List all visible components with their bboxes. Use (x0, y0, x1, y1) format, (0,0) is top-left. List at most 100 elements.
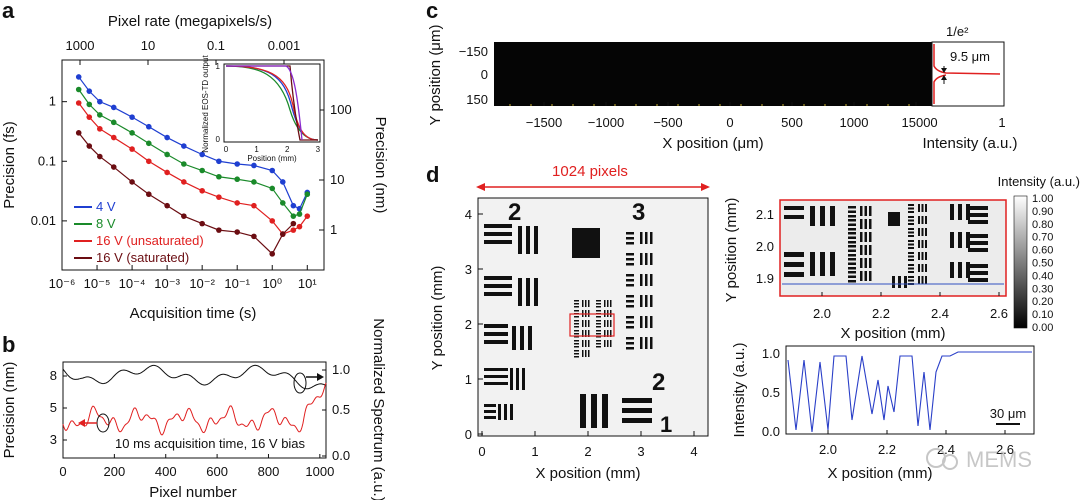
target-bar (968, 206, 988, 210)
a-data-point (86, 114, 93, 120)
target-bar (610, 320, 612, 327)
a-right-ticks: 100 10 1 (319, 102, 352, 237)
target-bar (626, 347, 634, 350)
legend-16v-sat: 16 V (saturated) (96, 250, 189, 265)
d-ytick-label: 0 (465, 427, 472, 442)
a-data-point (181, 161, 187, 167)
d-zoom-ytick: 2.1 (756, 207, 774, 222)
a-toptick-label: 10 (141, 38, 155, 53)
target-bar (968, 213, 988, 217)
a-data-point (279, 179, 286, 185)
a-xtick-label: 10⁰ (262, 276, 282, 291)
a-data-point (304, 191, 311, 198)
target-bar (810, 252, 815, 276)
target-bar (574, 353, 579, 355)
target-bar (626, 342, 634, 345)
b-xtick-label: 400 (155, 464, 177, 479)
a-xtick-label: 10⁻⁵ (84, 276, 111, 291)
target-bar (918, 276, 920, 284)
a-data-point (164, 202, 170, 209)
target-bar (626, 253, 634, 256)
a-rtick-label: 10 (330, 172, 344, 187)
b-left-arrowhead (78, 419, 85, 427)
target-bar (574, 326, 579, 328)
target-bar (498, 404, 501, 420)
target-bar (908, 255, 914, 258)
target-bar (650, 316, 653, 328)
target-bar (925, 252, 927, 260)
target-bar (918, 252, 920, 260)
target-bar (574, 340, 579, 342)
target-bar (574, 336, 579, 338)
a-data-point (145, 140, 152, 147)
target-bar (596, 323, 601, 325)
target-bar (869, 245, 872, 255)
target-bar (596, 333, 601, 335)
target-bar (908, 271, 914, 273)
target-bar (588, 320, 590, 327)
target-bar (574, 356, 579, 358)
target-bar (626, 316, 634, 319)
a-data-point (110, 104, 117, 111)
a-xtick-label: 10⁻³ (154, 276, 180, 291)
target-bar (604, 340, 606, 347)
c-xtick-label: 1500 (902, 115, 931, 130)
target-bar (888, 212, 900, 226)
target-bar (918, 264, 920, 272)
a-data-point (145, 158, 152, 165)
target-bar (848, 262, 856, 265)
b-ytick-label: 8 (50, 368, 57, 383)
c-intensity-tick-0: 0 (930, 115, 937, 130)
a-data-point (296, 223, 303, 230)
a-data-point (296, 211, 303, 217)
a-data-point (110, 164, 117, 170)
d-xtick-label: 4 (690, 444, 697, 459)
c-top-label: 1/e² (946, 24, 969, 39)
target-bar (484, 332, 508, 336)
a-toptick-label: 1000 (66, 38, 95, 53)
target-bar (610, 300, 612, 307)
b-ytick-label: 3 (50, 432, 57, 447)
target-bar (640, 316, 643, 328)
target-bar (582, 320, 584, 327)
target-bar (484, 410, 496, 413)
d-colorbar-tick: 0.10 (1032, 309, 1053, 321)
a-data-point (251, 202, 257, 209)
target-bar (588, 330, 590, 337)
c-intensity-tick-1: 1 (998, 115, 1005, 130)
target-bar (968, 248, 988, 252)
target-bar (484, 375, 508, 378)
target-bar (604, 330, 606, 337)
d-profile-x-label: X position (mm) (827, 465, 932, 482)
a-toptick-label: 0.1 (207, 38, 225, 53)
d-zoom-xtick: 2.4 (931, 306, 949, 321)
a-data-point (216, 173, 222, 180)
target-bar (921, 240, 924, 248)
c-xtick-label: 1000 (840, 115, 869, 130)
d-zoom-ytick: 2.0 (756, 239, 774, 254)
target-bar (968, 271, 988, 275)
target-bar (898, 276, 901, 288)
a-toptick-label: 0.001 (268, 38, 301, 53)
a-data-point (290, 227, 297, 233)
d-target-square (572, 228, 600, 258)
c-x-axis-label: X position (μm) (662, 135, 763, 152)
d-colorbar-tick: 0.70 (1032, 232, 1053, 244)
target-bar (484, 240, 512, 244)
b-xtick-label: 800 (258, 464, 280, 479)
panel-label-d: d (426, 162, 439, 187)
b-ticks: 0 200 400 600 800 1000 8 5 3 1.0 0.5 0.0 (50, 362, 350, 479)
target-bar (848, 275, 856, 278)
target-bar (534, 226, 538, 254)
d-colorbar-tick: 0.90 (1032, 206, 1053, 218)
target-bar (626, 232, 634, 235)
d-number-2-top: 2 (508, 199, 521, 226)
target-bar (596, 343, 601, 345)
target-bar (484, 232, 512, 236)
d-zoom-xtick: 2.6 (990, 306, 1008, 321)
d-ytick-label: 4 (465, 207, 472, 222)
a-data-point (216, 158, 222, 165)
target-bar (650, 232, 653, 244)
target-bar (574, 303, 579, 305)
target-bar (626, 242, 634, 245)
